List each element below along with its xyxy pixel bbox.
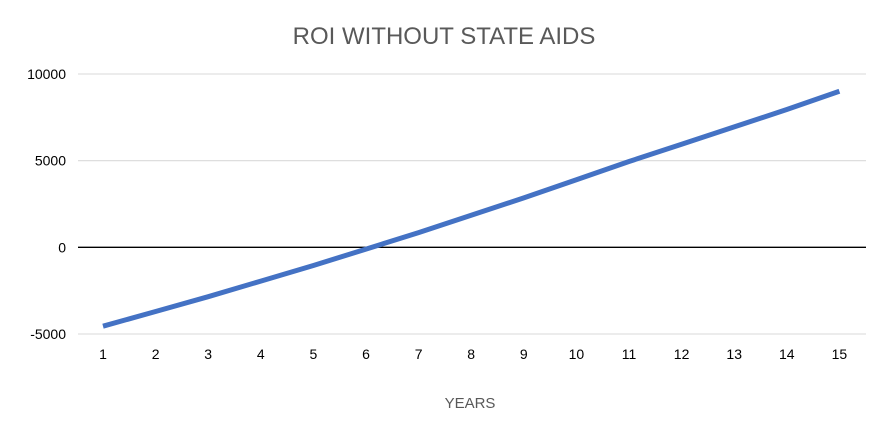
gridlines: [78, 73, 866, 335]
x-tick-label-8: 8: [467, 346, 475, 362]
x-tick-label-9: 9: [520, 346, 528, 362]
x-tick-label-10: 10: [569, 346, 585, 362]
x-tick-label-12: 12: [674, 346, 690, 362]
x-tick-label-14: 14: [779, 346, 795, 362]
x-tick-label-15: 15: [832, 346, 848, 362]
chart-title: ROI WITHOUT STATE AIDS: [293, 23, 596, 50]
y-tick-label-5000: 5000: [35, 153, 66, 169]
y-axis-tick-labels: 10000 5000 0 -5000: [27, 66, 66, 342]
x-tick-label-5: 5: [310, 346, 318, 362]
x-tick-label-7: 7: [415, 346, 423, 362]
x-tick-label-13: 13: [726, 346, 742, 362]
x-tick-label-2: 2: [152, 346, 160, 362]
series-line-0: [102, 88, 841, 329]
y-tick-label-0: 0: [58, 239, 66, 255]
x-tick-label-6: 6: [362, 346, 370, 362]
x-tick-label-4: 4: [257, 346, 265, 362]
x-tick-label-1: 1: [99, 346, 107, 362]
x-axis-tick-labels: 1 2 3 4 5 6 7 8 9 10 11 12 13 14 15: [99, 346, 847, 362]
y-tick-label-10000: 10000: [27, 66, 66, 82]
x-tick-label-11: 11: [622, 346, 637, 362]
x-axis-label: YEARS: [445, 395, 496, 412]
y-tick-label--5000: -5000: [30, 326, 66, 342]
x-tick-label-3: 3: [204, 346, 212, 362]
series-lines: [102, 88, 841, 329]
